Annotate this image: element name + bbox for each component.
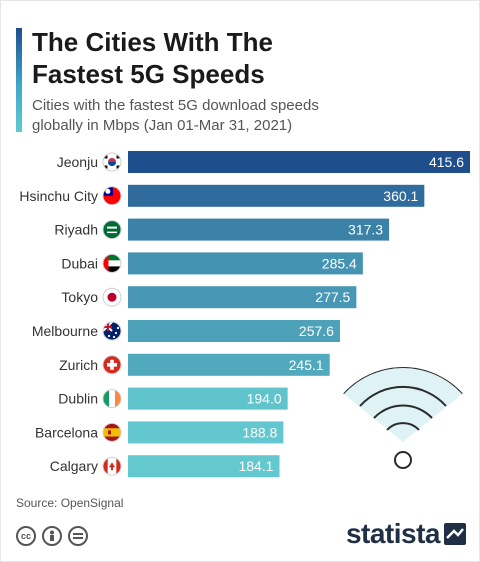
- spain-flag-icon: [102, 422, 122, 442]
- source-note: Source: OpenSignal: [16, 496, 124, 510]
- south-korea-flag-icon: [102, 152, 122, 172]
- bar-value-label: 188.8: [242, 424, 277, 440]
- japan-flag-icon: [102, 287, 122, 307]
- bar-melbourne: [128, 320, 340, 342]
- canada-flag-icon: [102, 456, 122, 476]
- statista-logo[interactable]: statista: [346, 518, 466, 550]
- bar-hsinchu-city: [128, 184, 425, 207]
- city-label: Riyadh: [54, 222, 98, 238]
- bar-barcelona: [128, 421, 284, 444]
- city-label: Dubai: [61, 255, 98, 271]
- cc-icon: cc: [16, 526, 36, 546]
- australia-flag-icon: [102, 321, 122, 341]
- person-icon: [42, 526, 62, 546]
- bar-riyadh: [128, 218, 390, 241]
- statista-mark-icon: [444, 523, 466, 545]
- city-label: Barcelona: [35, 424, 98, 440]
- bar-value-label: 194.0: [247, 391, 282, 407]
- chart-title: The Cities With The Fastest 5G Speeds: [32, 26, 462, 90]
- title-accent-bar: [16, 28, 22, 132]
- bar-dublin: [128, 387, 288, 410]
- bar-value-label: 285.4: [322, 255, 357, 271]
- switzerland-flag-icon: [102, 355, 122, 375]
- bar-jeonju: [128, 151, 470, 173]
- city-label: Calgary: [50, 458, 98, 474]
- ireland-flag-icon: [102, 389, 122, 409]
- subtitle-line-2: globally in Mbps (Jan 01-Mar 31, 2021): [32, 117, 293, 134]
- city-label: Zurich: [59, 357, 98, 373]
- bar-calgary: [128, 455, 280, 478]
- city-label: Dublin: [58, 391, 98, 407]
- bar-chart: 415.6 Jeonju 360.1 Hsinchu City 317.3 Riyadh 2…: [19, 151, 470, 478]
- equals-icon: [68, 526, 88, 546]
- subtitle-line-1: Cities with the fastest 5G download spee…: [32, 97, 319, 114]
- city-label: Hsinchu City: [19, 188, 98, 204]
- uae-flag-icon: [102, 253, 122, 273]
- city-label: Melbourne: [32, 323, 98, 339]
- title-line-1: The Cities With The: [32, 27, 273, 57]
- wifi-icon: [343, 367, 463, 469]
- bar-zurich: [128, 353, 330, 376]
- bar-value-label: 317.3: [348, 222, 383, 238]
- license-icons: cc: [16, 526, 88, 546]
- bar-value-label: 360.1: [383, 188, 418, 204]
- bar-value-label: 415.6: [429, 154, 464, 170]
- taiwan-flag-icon: [102, 186, 122, 206]
- bar-value-label: 257.6: [299, 323, 334, 339]
- city-label: Tokyo: [61, 289, 98, 305]
- title-line-2: Fastest 5G Speeds: [32, 59, 265, 89]
- chart-subtitle: Cities with the fastest 5G download spee…: [32, 96, 462, 136]
- bar-value-label: 245.1: [289, 357, 324, 373]
- saudi-arabia-flag-icon: [102, 220, 122, 240]
- bar-value-label: 277.5: [315, 289, 350, 305]
- bar-dubai: [128, 252, 363, 275]
- bar-value-label: 184.1: [238, 458, 273, 474]
- brand-name: statista: [345, 518, 441, 549]
- bar-tokyo: [128, 286, 357, 309]
- city-label: Jeonju: [57, 154, 98, 170]
